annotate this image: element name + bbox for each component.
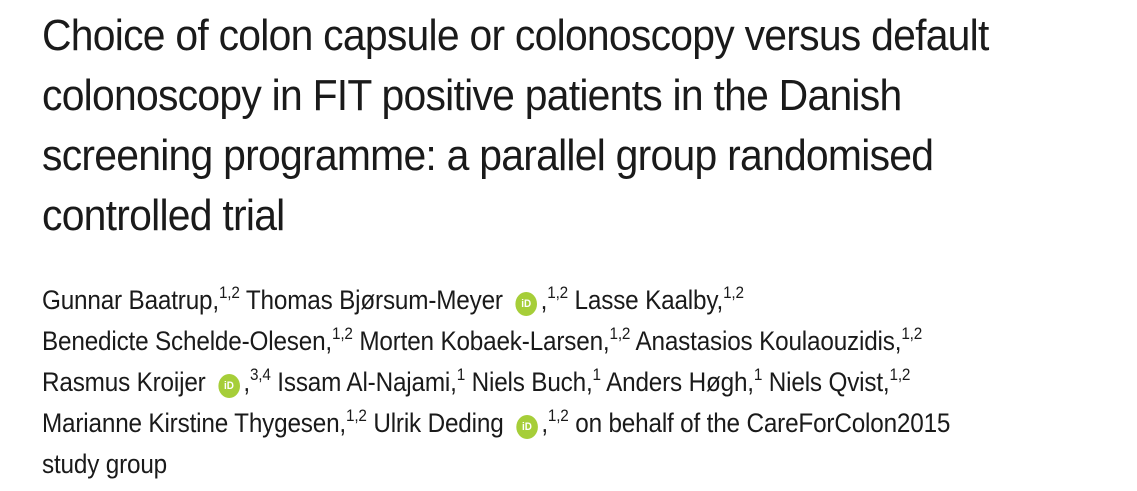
study-group-text: on behalf of the CareForColon2015 bbox=[575, 408, 951, 438]
author-name: Gunnar Baatrup, bbox=[42, 285, 219, 315]
affiliation-marker: 1,2 bbox=[331, 324, 353, 343]
separator: , bbox=[541, 408, 548, 438]
title-line-3: screening programme: a parallel group ra… bbox=[42, 132, 934, 180]
affiliation-marker: 1,2 bbox=[723, 283, 744, 302]
author-name: Benedicte Schelde-Olesen, bbox=[42, 326, 332, 356]
affiliation-marker: 3,4 bbox=[249, 365, 271, 384]
affiliation-marker: 1,2 bbox=[901, 324, 923, 343]
author-name: Lasse Kaalby, bbox=[574, 285, 724, 315]
author-line-4: Marianne Kirstine Thygesen,1,2 Ulrik Ded… bbox=[42, 403, 1023, 444]
author-name: Niels Qvist, bbox=[768, 367, 890, 397]
study-group-text-continued: study group bbox=[42, 449, 168, 479]
separator: , bbox=[243, 367, 250, 397]
orcid-icon[interactable]: iD bbox=[218, 374, 240, 398]
author-name: Rasmus Kroijer bbox=[42, 367, 206, 397]
affiliation-marker: 1,2 bbox=[547, 283, 568, 302]
affiliation-marker: 1,2 bbox=[609, 324, 631, 343]
author-name: Anders Høgh, bbox=[606, 367, 754, 397]
author-name: Niels Buch, bbox=[471, 367, 593, 397]
orcid-icon[interactable]: iD bbox=[515, 292, 538, 316]
author-line-3: Rasmus Kroijer iD ,3,4 Issam Al-Najami,1 N… bbox=[42, 362, 1023, 403]
affiliation-marker: 1,2 bbox=[346, 406, 367, 425]
separator: , bbox=[540, 285, 548, 315]
author-line-1: Gunnar Baatrup,1,2 Thomas Bjørsum-Meyer i… bbox=[42, 280, 1023, 321]
author-name: Morten Kobaek-Larsen, bbox=[359, 326, 610, 356]
author-line-2: Benedicte Schelde-Olesen,1,2 Morten Koba… bbox=[42, 321, 1023, 362]
author-list: Gunnar Baatrup,1,2 Thomas Bjørsum-Meyer i… bbox=[42, 280, 1023, 485]
title-line-2: colonoscopy in FIT positive patients in … bbox=[42, 72, 902, 120]
author-name: Ulrik Deding bbox=[373, 408, 504, 438]
affiliation-marker: 1 bbox=[592, 365, 602, 384]
author-name: Anastasios Koulaouzidis, bbox=[635, 326, 902, 356]
orcid-icon[interactable]: iD bbox=[516, 415, 538, 439]
affiliation-marker: 1 bbox=[753, 365, 763, 384]
author-name: Marianne Kirstine Thygesen, bbox=[42, 408, 347, 438]
author-name: Issam Al-Najami, bbox=[277, 367, 457, 397]
affiliation-marker: 1,2 bbox=[547, 406, 569, 425]
author-name: Thomas Bjørsum-Meyer bbox=[245, 285, 503, 315]
affiliation-marker: 1,2 bbox=[889, 365, 911, 384]
affiliation-marker: 1 bbox=[456, 365, 466, 384]
article-title: Choice of colon capsule or colonoscopy v… bbox=[42, 6, 1067, 246]
title-line-1: Choice of colon capsule or colonoscopy v… bbox=[42, 12, 989, 60]
affiliation-marker: 1,2 bbox=[218, 283, 240, 302]
author-line-5: study group bbox=[42, 444, 1023, 485]
title-line-4: controlled trial bbox=[42, 192, 285, 240]
